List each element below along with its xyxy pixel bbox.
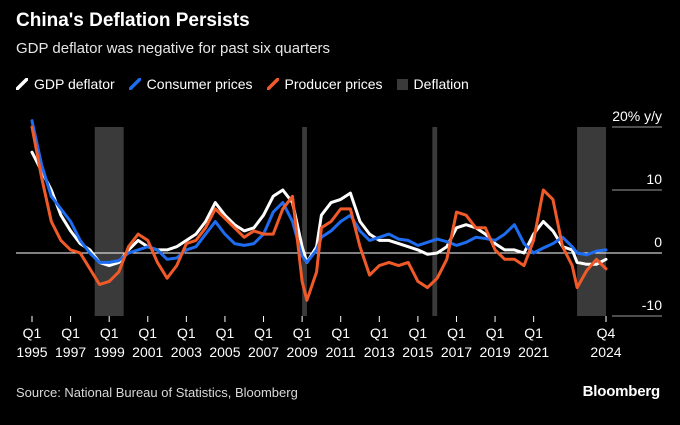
x-tick-label-year: 1999 xyxy=(94,344,125,360)
legend-swatch-consumer-prices xyxy=(128,78,141,90)
bloomberg-logo: Bloomberg xyxy=(582,383,661,400)
x-tick-label: Q1 xyxy=(177,325,196,341)
x-tick-label-year: 1997 xyxy=(55,344,86,360)
deflation-bands xyxy=(94,127,606,316)
x-tick-label: Q1 xyxy=(293,325,312,341)
y-tick-label: -10 xyxy=(642,297,662,313)
legend-label-deflation: Deflation xyxy=(413,76,469,92)
x-tick-label: Q1 xyxy=(100,325,119,341)
y-tick-label: 0 xyxy=(654,234,662,250)
x-tick-label-year: 2003 xyxy=(171,344,202,360)
x-tick-label: Q1 xyxy=(447,325,466,341)
x-tick-label-year: 2009 xyxy=(287,344,318,360)
series-line-gdp-deflator xyxy=(30,150,608,268)
chart-subtitle: GDP deflator was negative for past six q… xyxy=(16,40,331,57)
deflation-band xyxy=(432,127,438,316)
deflation-band xyxy=(577,127,606,316)
x-tick-label-year: 2015 xyxy=(402,344,433,360)
series-lines xyxy=(30,119,608,302)
series-line-producer-prices xyxy=(30,125,608,302)
x-tick-label: Q1 xyxy=(409,325,428,341)
x-tick-label: Q4 xyxy=(597,325,616,341)
x-tick-label: Q1 xyxy=(23,325,42,341)
x-tick-label: Q1 xyxy=(138,325,157,341)
x-tick-label-year: 2001 xyxy=(132,344,163,360)
deflation-band xyxy=(302,127,307,316)
legend-swatch-deflation xyxy=(396,78,408,90)
x-tick-label-year: 2005 xyxy=(209,344,240,360)
legend-item-gdp-deflator: GDP deflator xyxy=(16,76,115,92)
chart-title: China's Deflation Persists xyxy=(16,10,250,31)
x-tick-label-year: 2019 xyxy=(479,344,510,360)
legend: GDP deflator Consumer prices Producer pr… xyxy=(16,76,483,92)
x-tick-label-year: 2024 xyxy=(590,344,621,360)
x-tick-label: Q1 xyxy=(331,325,350,341)
y-tick-label: 20% y/y xyxy=(612,108,662,124)
x-tick-label-year: 2011 xyxy=(326,344,356,360)
legend-swatch-gdp-deflator xyxy=(16,78,28,90)
x-tick-label: Q1 xyxy=(254,325,273,341)
legend-label-gdp-deflator: GDP deflator xyxy=(34,76,115,92)
y-tick-label: 10 xyxy=(646,171,662,187)
x-tick-label-year: 1995 xyxy=(16,344,47,360)
x-tick-label-year: 2021 xyxy=(518,344,549,360)
x-tick-label: Q1 xyxy=(61,325,80,341)
x-tick-label: Q1 xyxy=(486,325,505,341)
x-tick-label: Q1 xyxy=(216,325,235,341)
legend-label-producer-prices: Producer prices xyxy=(284,76,383,92)
source-note: Source: National Bureau of Statistics, B… xyxy=(16,385,298,400)
x-tick-label-year: 2007 xyxy=(248,344,279,360)
x-tick-label-year: 2017 xyxy=(441,344,472,360)
x-tick-label-year: 2013 xyxy=(364,344,395,360)
legend-item-consumer-prices: Consumer prices xyxy=(128,76,253,92)
x-tick-label: Q1 xyxy=(524,325,543,341)
legend-label-consumer-prices: Consumer prices xyxy=(146,76,253,92)
x-tick-label: Q1 xyxy=(370,325,389,341)
deflation-band xyxy=(94,127,124,316)
axes: 20% y/y 10 0 -10 Q1 1995 Q1 1997 Q1 1999 Q1 2001 Q1 2… xyxy=(16,108,662,360)
legend-swatch-producer-prices xyxy=(266,78,279,90)
legend-item-deflation: Deflation xyxy=(396,76,469,92)
legend-item-producer-prices: Producer prices xyxy=(266,76,383,92)
